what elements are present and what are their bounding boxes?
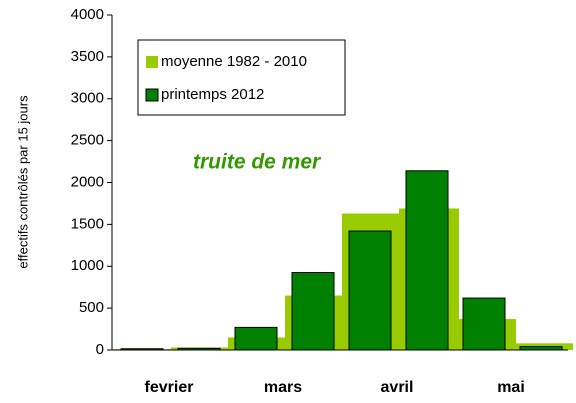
annotation: truite de mer: [193, 151, 322, 174]
y-tick-label: 0: [96, 341, 104, 358]
y-tick-label: 3500: [71, 48, 104, 65]
x-tick-label: mars: [264, 379, 302, 396]
y-tick-label: 4000: [71, 6, 104, 23]
legend-label: printemps 2012: [161, 86, 264, 103]
y-tick-label: 3000: [71, 90, 104, 107]
plot-area: [114, 170, 573, 351]
legend-swatch: [145, 88, 159, 102]
bar: [462, 297, 506, 351]
x-tick-label: mai: [497, 379, 525, 396]
y-axis-label: effectifs contrôlés par 15 jours: [15, 95, 30, 269]
bar: [519, 346, 563, 351]
bar: [405, 170, 449, 351]
y-tick-label: 2000: [71, 173, 104, 190]
legend-box: [137, 39, 346, 116]
legend-label: moyenne 1982 - 2010: [161, 53, 307, 70]
x-tick-label: fevrier: [145, 379, 194, 396]
bar: [348, 230, 392, 351]
y-tick-label: 500: [79, 299, 104, 316]
x-tick-label: avril: [381, 379, 414, 396]
bar: [291, 272, 335, 351]
legend-swatch: [146, 56, 158, 68]
y-tick-label: 2500: [71, 132, 104, 149]
bar: [234, 326, 278, 351]
y-tick-label: 1500: [71, 215, 104, 232]
y-tick-label: 1000: [71, 257, 104, 274]
